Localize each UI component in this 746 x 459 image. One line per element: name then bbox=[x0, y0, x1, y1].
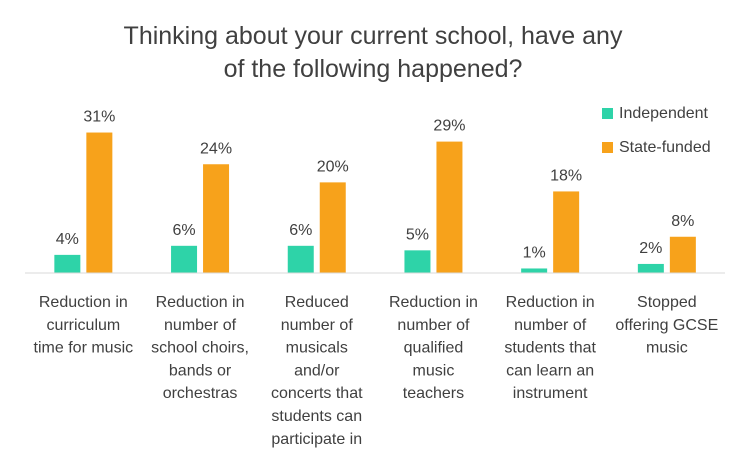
bar-state-funded-1 bbox=[203, 164, 230, 273]
category-label-3-line-1: number of bbox=[397, 317, 470, 334]
data-label-independent-1: 6% bbox=[172, 222, 195, 239]
data-label-state-funded-4: 18% bbox=[550, 167, 582, 184]
chart-title: Thinking about your current school, have… bbox=[124, 22, 623, 83]
category-label-2-line-5: students can bbox=[271, 408, 362, 425]
category-label-3-line-4: teachers bbox=[403, 385, 464, 402]
data-label-state-funded-1: 24% bbox=[200, 140, 232, 157]
data-label-independent-4: 1% bbox=[523, 244, 546, 261]
category-label-1-line-3: bands or bbox=[169, 362, 232, 379]
data-label-state-funded-0: 31% bbox=[83, 109, 115, 126]
chart-title-line-0: Thinking about your current school, have… bbox=[124, 22, 623, 50]
data-label-independent-5: 2% bbox=[639, 240, 662, 257]
bar-independent-2 bbox=[287, 245, 314, 273]
category-label-2-line-0: Reduced bbox=[285, 294, 349, 311]
category-label-4-line-1: number of bbox=[514, 317, 587, 334]
chart-title-line-1: of the following happened? bbox=[224, 55, 523, 83]
bar-state-funded-0 bbox=[86, 132, 113, 273]
category-label-1-line-2: school choirs, bbox=[151, 340, 249, 357]
category-label-1-line-0: Reduction in bbox=[156, 294, 245, 311]
data-label-state-funded-3: 29% bbox=[433, 118, 465, 135]
category-label-5-line-2: music bbox=[646, 340, 688, 357]
data-label-independent-2: 6% bbox=[289, 222, 312, 239]
category-label-1-line-1: number of bbox=[164, 317, 237, 334]
category-label-5-line-1: offering GCSE bbox=[615, 317, 718, 334]
category-label-2-line-2: musicals bbox=[286, 340, 348, 357]
legend-swatch-state-funded bbox=[602, 142, 613, 153]
category-label-0-line-1: curriculum bbox=[46, 317, 120, 334]
category-label-5-line-0: Stopped bbox=[637, 294, 697, 311]
legend-label-state-funded: State-funded bbox=[619, 139, 711, 156]
category-label-3-line-3: music bbox=[413, 362, 455, 379]
category-label-3-line-0: Reduction in bbox=[389, 294, 478, 311]
category-label-3-line-2: qualified bbox=[404, 340, 464, 357]
data-label-state-funded-5: 8% bbox=[671, 213, 694, 230]
category-label-4-line-2: students that bbox=[504, 340, 596, 357]
legend-label-independent: Independent bbox=[619, 105, 709, 122]
bar-state-funded-4 bbox=[553, 191, 580, 273]
category-label-0-line-0: Reduction in bbox=[39, 294, 128, 311]
bar-state-funded-5 bbox=[669, 236, 696, 273]
bar-independent-1 bbox=[171, 245, 198, 273]
category-label-4-line-4: instrument bbox=[513, 385, 588, 402]
category-label-4-line-3: can learn an bbox=[506, 362, 594, 379]
category-label-4-line-0: Reduction in bbox=[506, 294, 595, 311]
data-label-state-funded-2: 20% bbox=[317, 158, 349, 175]
bars: 4% 31% 6% 24% 6% 20% 5% 29% 1% 18% 2% 8% bbox=[54, 109, 696, 273]
category-labels: Reduction in curriculum time for music Redu… bbox=[34, 294, 719, 448]
category-label-1-line-4: orchestras bbox=[163, 385, 238, 402]
category-label-0-line-2: time for music bbox=[34, 340, 134, 357]
data-label-independent-0: 4% bbox=[56, 231, 79, 248]
legend: Independent State-funded bbox=[602, 105, 711, 156]
bar-independent-5 bbox=[637, 263, 664, 273]
legend-swatch-independent bbox=[602, 108, 613, 119]
bar-independent-4 bbox=[521, 268, 548, 273]
data-label-independent-3: 5% bbox=[406, 226, 429, 243]
bar-independent-3 bbox=[404, 250, 431, 273]
bar-independent-0 bbox=[54, 254, 81, 273]
category-label-2-line-1: number of bbox=[281, 317, 354, 334]
bar-state-funded-3 bbox=[436, 141, 463, 273]
category-label-2-line-4: concerts that bbox=[271, 385, 363, 402]
category-label-2-line-6: participate in bbox=[271, 431, 362, 448]
category-label-2-line-3: and/or bbox=[294, 362, 340, 379]
bar-state-funded-2 bbox=[319, 182, 346, 273]
